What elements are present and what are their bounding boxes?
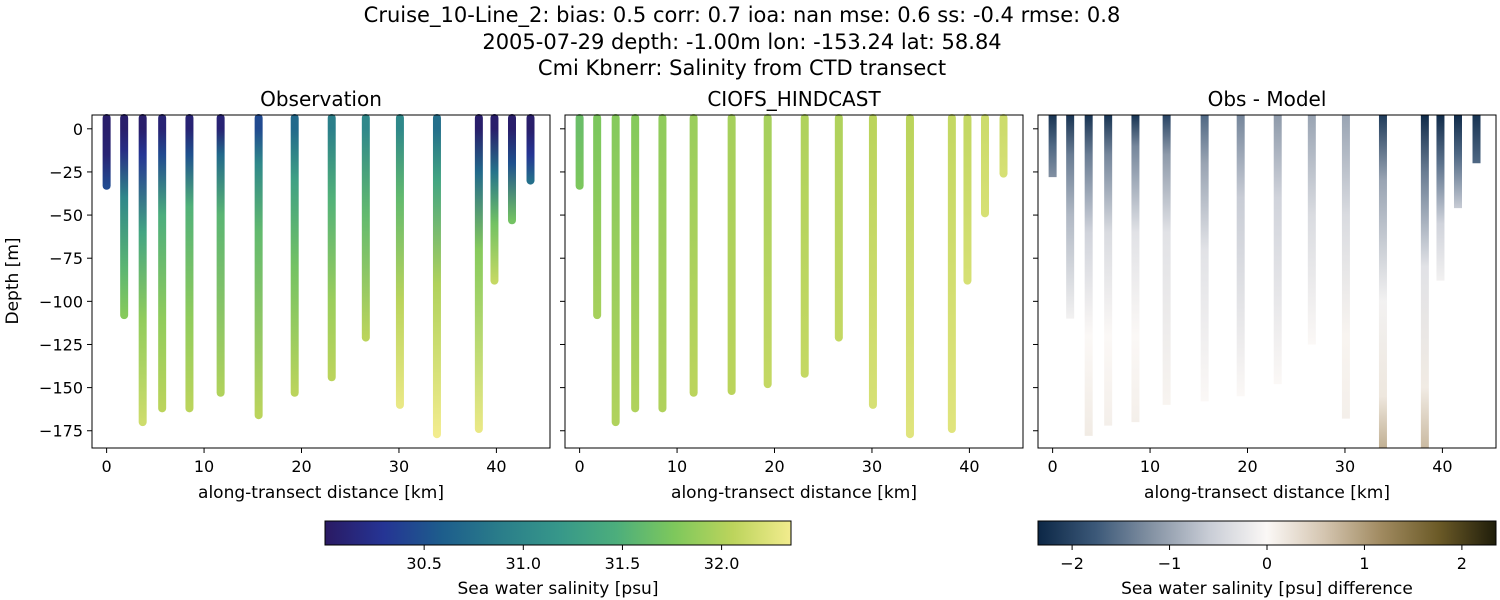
x-tick-label: 40 [486, 457, 506, 476]
difference-axes-frame [1037, 114, 1497, 449]
x-tick-label: 40 [959, 457, 979, 476]
x-tick-label: 20 [764, 457, 784, 476]
model-y-ticks [560, 128, 565, 432]
observation-profiles [102, 114, 535, 439]
model-panel: 0 10 20 30 40 CIOFS_HINDCAST along-transect … [560, 87, 1024, 503]
colorbar-tick-label: 1 [1359, 554, 1369, 573]
model-x-axis-label: along-transect distance [km] [671, 483, 917, 503]
y-tick-label: −150 [39, 379, 83, 398]
y-tick-label: 0 [73, 120, 83, 139]
difference-colorbar: −2 −1 0 1 2 Sea water salinity [psu] differe… [1037, 520, 1497, 599]
colorbar-tick-label: 0 [1262, 554, 1272, 573]
observation-y-ticks: 0 −25 −50 −75 −100 −125 −150 −175 [39, 120, 92, 441]
observation-x-axis-label: along-transect distance [km] [198, 483, 444, 503]
difference-colorbar-ticks: −2 −1 0 1 2 [1060, 545, 1467, 573]
colorbar-tick-label: 2 [1457, 554, 1467, 573]
colorbar-tick-label: −2 [1060, 554, 1084, 573]
observation-axes-frame [91, 114, 551, 449]
x-tick-label: 10 [1140, 457, 1160, 476]
x-tick-label: 30 [389, 457, 409, 476]
figure-title-line-3: Cmi Kbnerr: Salinity from CTD transect [538, 56, 946, 80]
colorbar-tick-label: −1 [1158, 554, 1182, 573]
model-axes-frame [564, 114, 1024, 449]
x-tick-label: 10 [667, 457, 687, 476]
difference-profiles [1048, 115, 1481, 448]
observation-title: Observation [260, 87, 382, 111]
y-tick-label: −175 [39, 422, 83, 441]
x-tick-label: 30 [862, 457, 882, 476]
x-tick-label: 0 [575, 457, 585, 476]
y-tick-label: −75 [49, 249, 83, 268]
difference-panel: 0 10 20 30 40 Obs - Model along-transect dis… [1033, 87, 1497, 503]
salinity-colorbar-ticks: 30.5 31.0 31.5 32.0 [406, 545, 739, 573]
difference-x-ticks: 0 10 20 30 40 [1048, 448, 1453, 476]
observation-panel: 0 10 20 30 40 0 −25 −50 −75 −100 −125 −150 −175 Obs… [3, 87, 551, 503]
salinity-colorbar-label: Sea water salinity [psu] [458, 579, 659, 599]
model-profiles [575, 114, 1008, 439]
observation-x-ticks: 0 10 20 30 40 [102, 448, 507, 476]
y-tick-label: −125 [39, 335, 83, 354]
x-tick-label: 20 [1237, 457, 1257, 476]
x-tick-label: 30 [1335, 457, 1355, 476]
figure-title-line-1: Cruise_10-Line_2: bias: 0.5 corr: 0.7 io… [364, 3, 1121, 28]
difference-y-ticks [1033, 128, 1038, 432]
x-tick-label: 0 [102, 457, 112, 476]
y-tick-label: −25 [49, 163, 83, 182]
model-title: CIOFS_HINDCAST [707, 87, 881, 111]
y-tick-label: −50 [49, 206, 83, 225]
y-tick-label: −100 [39, 292, 83, 311]
salinity-colorbar-gradient [324, 520, 792, 546]
figure-title-line-2: 2005-07-29 depth: -1.00m lon: -153.24 la… [482, 30, 1001, 54]
colorbar-tick-label: 31.0 [505, 554, 541, 573]
colorbar-tick-label: 30.5 [406, 554, 442, 573]
difference-title: Obs - Model [1208, 87, 1327, 111]
colorbar-tick-label: 32.0 [704, 554, 740, 573]
y-axis-label: Depth [m] [3, 237, 23, 324]
difference-colorbar-gradient [1037, 520, 1497, 546]
model-x-ticks: 0 10 20 30 40 [575, 448, 980, 476]
difference-x-axis-label: along-transect distance [km] [1144, 483, 1390, 503]
salinity-colorbar: 30.5 31.0 31.5 32.0 Sea water salinity [psu… [324, 520, 792, 599]
x-tick-label: 40 [1432, 457, 1452, 476]
x-tick-label: 20 [291, 457, 311, 476]
x-tick-label: 0 [1048, 457, 1058, 476]
colorbar-tick-label: 31.5 [605, 554, 641, 573]
x-tick-label: 10 [194, 457, 214, 476]
difference-colorbar-label: Sea water salinity [psu] difference [1121, 579, 1413, 599]
